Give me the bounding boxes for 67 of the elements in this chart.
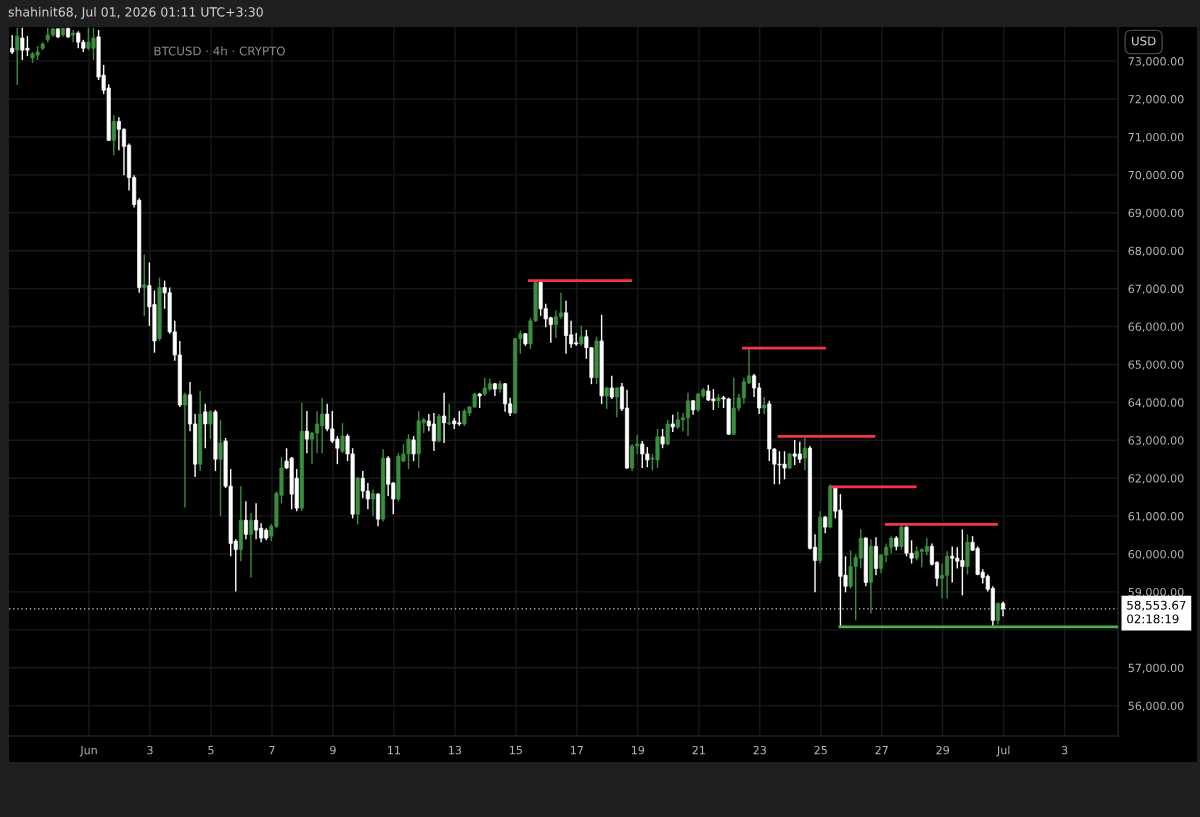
x-tick-label: 27 [875,745,888,755]
candlestick [614,386,619,418]
x-tick-label: 17 [570,746,583,755]
candlestick [604,386,609,410]
candlestick [431,412,436,452]
y-tick-label: 71,000.00 [1128,132,1184,143]
x-tick-label: 21 [692,745,705,755]
candlestick [370,488,375,517]
y-tick-label: 72,000.00 [1128,95,1184,105]
candlestick [442,392,447,444]
candlestick [254,502,259,540]
candlestick [203,403,208,449]
y-axis-title: USD [1132,36,1156,46]
candlestick [564,300,569,355]
candlestick [411,435,416,462]
y-tick-label: 60,000.00 [1128,549,1184,560]
candlestick [10,34,15,55]
candlestick [218,419,223,517]
y-tick-label: 69,000.00 [1128,208,1184,219]
x-tick-label: 13 [449,745,462,755]
candlestick [182,392,187,509]
y-tick-label: 59,000.00 [1128,587,1184,598]
x-tick-label: 3 [147,745,153,755]
ref-line-label: 58,553.67 02:18:19 [1127,600,1186,624]
y-tick-label: 70,000.00 [1128,170,1184,181]
y-tick-label: 64,000.00 [1128,398,1184,408]
candlestick [304,410,309,454]
candlestick [503,382,508,413]
candlestick [685,392,691,437]
x-tick-label: 23 [753,745,766,755]
y-tick-label: 63,000.00 [1128,436,1184,446]
candlestick [142,253,147,317]
y-tick-label: 61,000.00 [1128,512,1184,522]
text: BTCUSD · 4h · CRYPTO [154,46,285,56]
y-tick-label: 65,000.00 [1128,360,1184,370]
x-tick-label: 19 [631,745,645,755]
candlestick [340,422,345,454]
candlestick [579,325,584,347]
x-tick-label: 5 [208,746,214,755]
y-tick-label: 67,000.00 [1128,284,1184,295]
y-tick-label: 57,000.00 [1128,663,1184,674]
candlestick [208,409,213,440]
x-tick-label: Jun [79,746,97,757]
x-tick-label: 11 [388,746,400,755]
x-tick-label: Jul [996,745,1010,757]
y-tick-label: 62,000.00 [1128,474,1184,484]
candlestick [665,419,670,446]
candlestick [243,500,248,540]
y-tick-label: 73,000.00 [1128,57,1184,67]
y-tick-label: 56,000.00 [1128,701,1184,712]
x-tick-label: 9 [330,745,336,755]
x-tick-label: 3 [1061,745,1068,755]
candlestick [802,437,807,471]
y-tick-label: 68,000.00 [1128,246,1184,257]
text: shahinit68, Jul 01, 2026 01:11 UTC+3:30 [8,6,263,19]
candlestick [609,375,614,400]
candlestick [660,428,665,449]
candlestick [873,536,879,576]
x-tick-label: 15 [510,746,522,755]
candlestick [248,512,254,579]
candlestick [111,114,116,156]
y-tick-label: 66,000.00 [1128,322,1184,333]
candlestick [15,27,20,86]
x-tick-label: 29 [936,745,949,755]
x-tick-label: 25 [814,745,827,755]
candlestick [71,29,76,43]
x-tick-label: 7 [269,746,275,755]
